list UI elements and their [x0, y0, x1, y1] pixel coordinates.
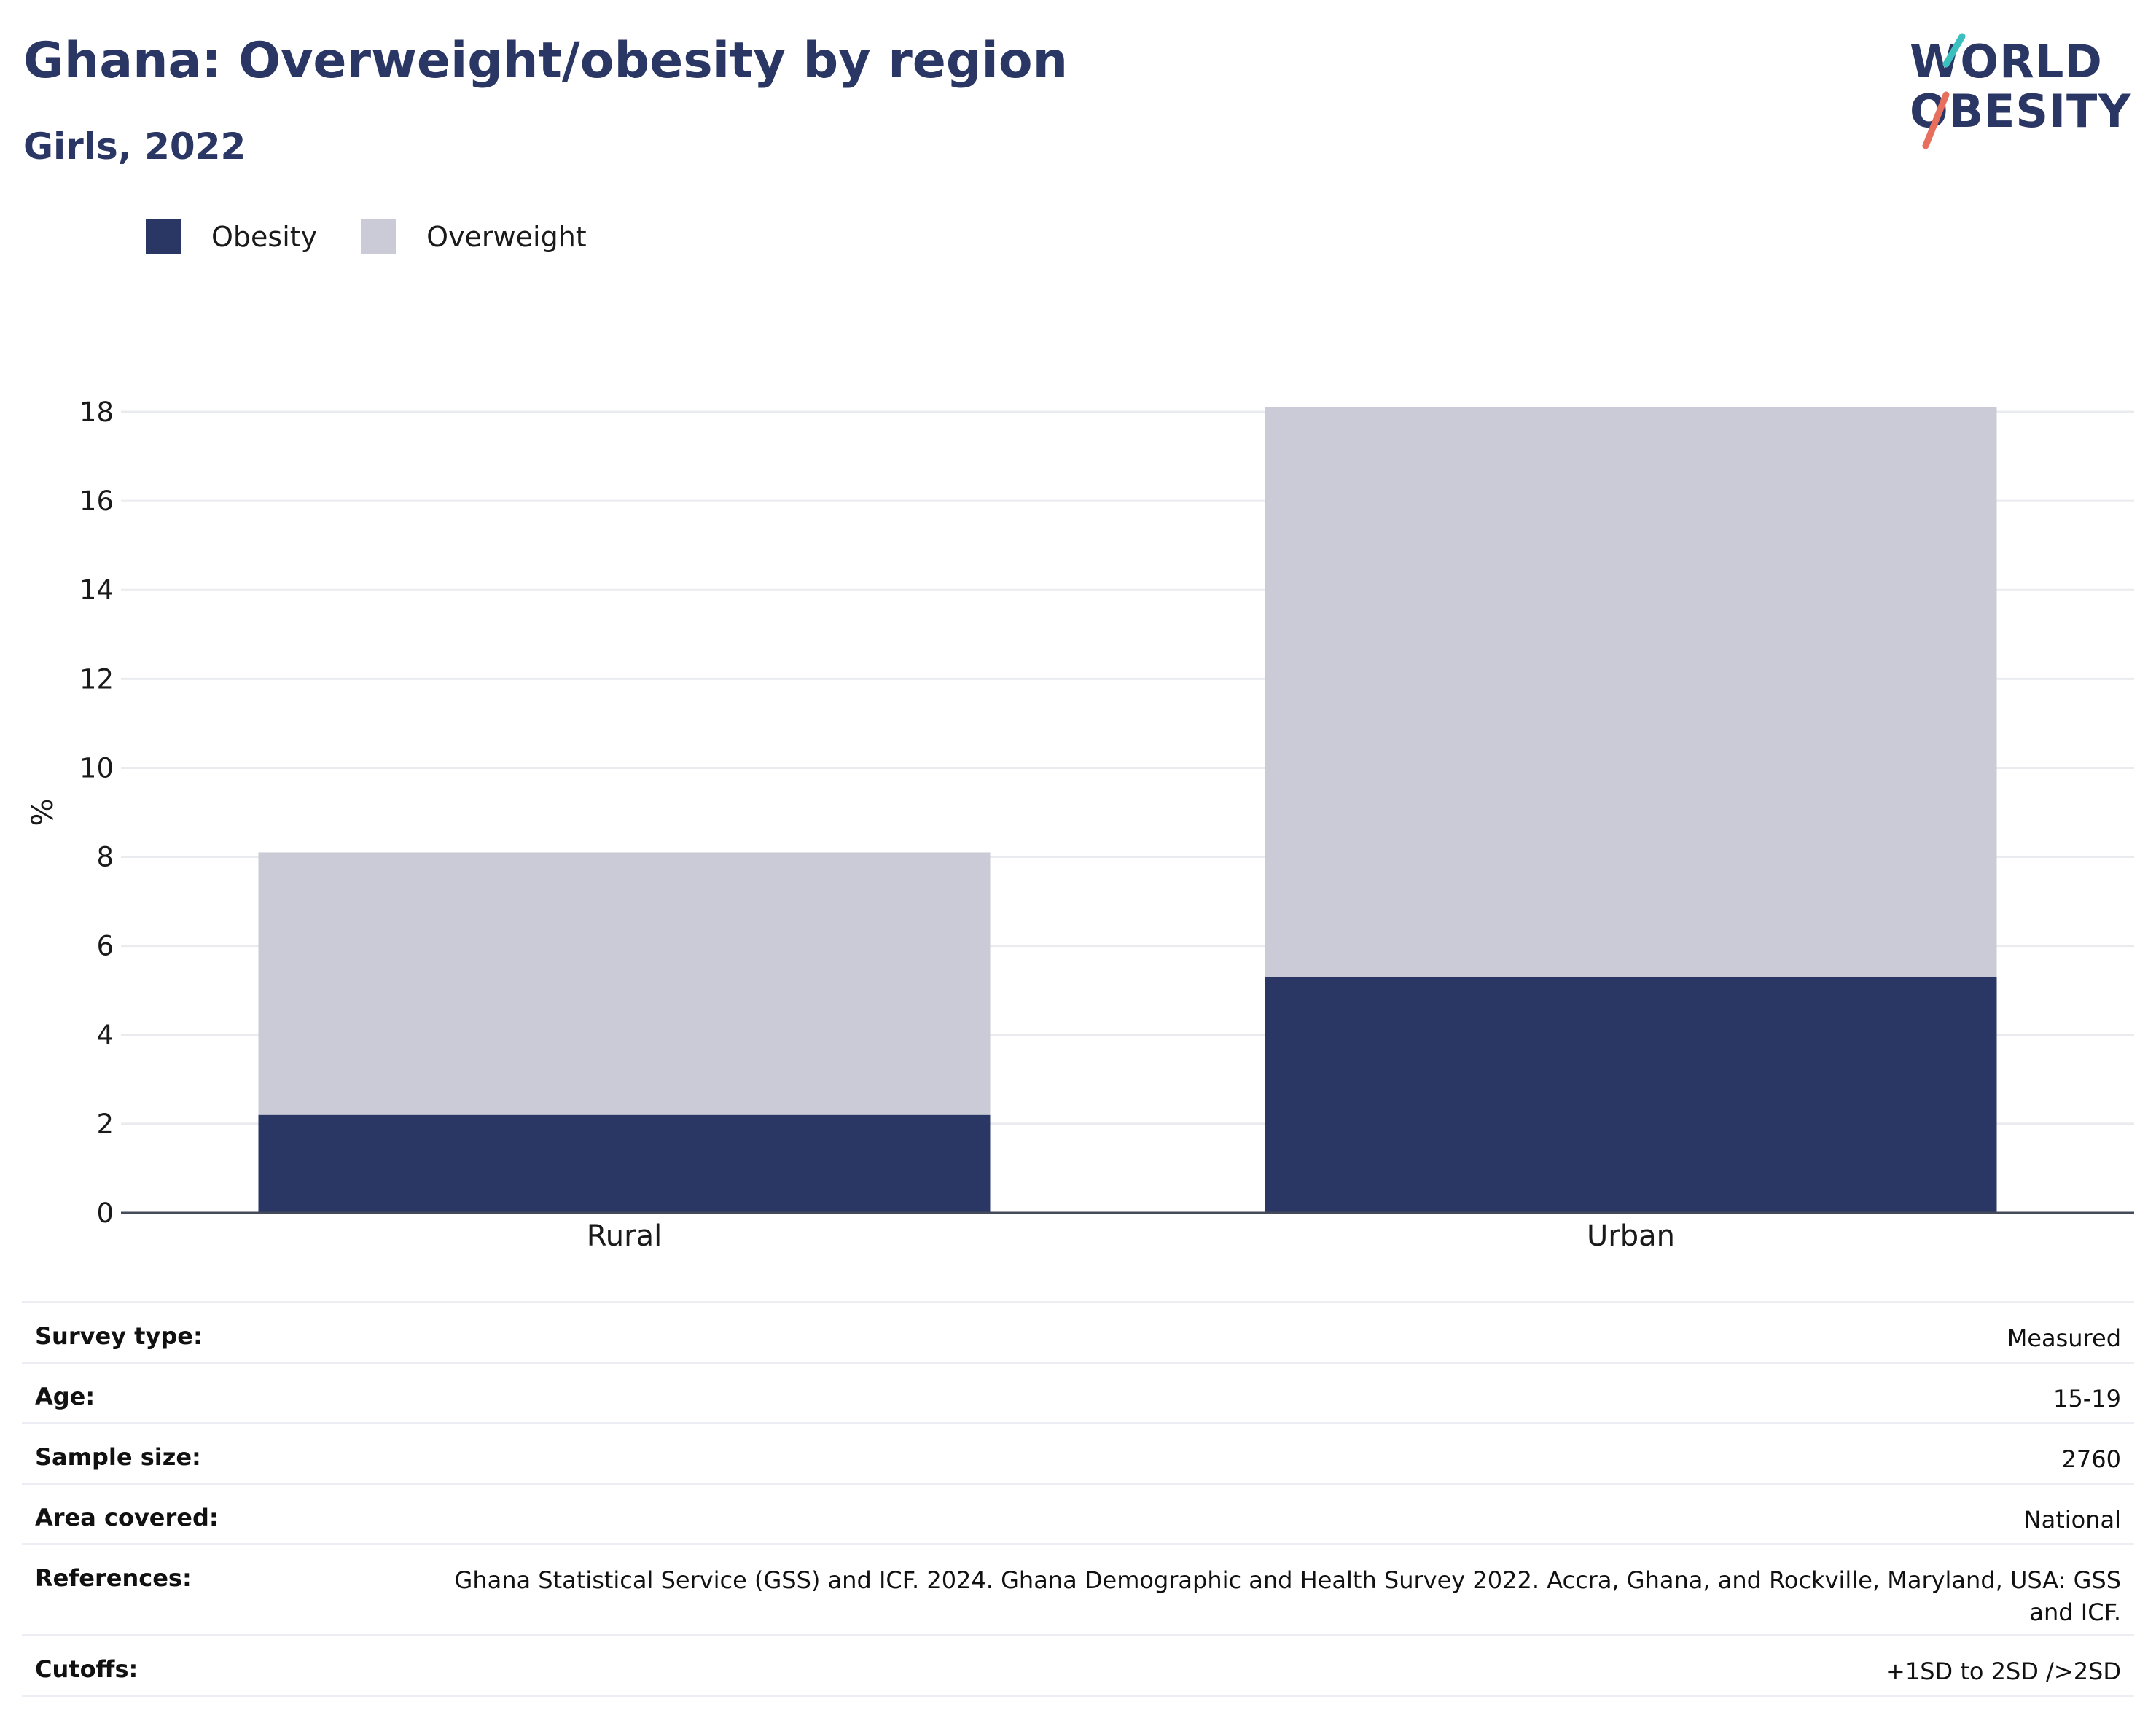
y-tick-label: 14: [79, 574, 114, 606]
y-tick-label: 18: [79, 397, 114, 428]
legend-label-obesity: Obesity: [211, 221, 318, 253]
legend-item-obesity[interactable]: Obesity: [146, 219, 317, 254]
y-tick-label: 10: [79, 752, 114, 784]
info-value: Ghana Statistical Service (GSS) and ICF.…: [454, 1566, 2121, 1626]
survey-info-table: Survey type: Measured Age: 15-19 Sample size…: [22, 1301, 2134, 1697]
bar-urban-obesity[interactable]: [1265, 977, 1997, 1213]
bar-urban-overweight[interactable]: [1265, 407, 1997, 977]
y-tick-label: 8: [96, 842, 114, 873]
bars: [258, 407, 1997, 1213]
info-label: Cutoffs:: [35, 1655, 138, 1683]
y-axis-ticks: 0 2 4 6 8 10 12 14 16 18: [79, 397, 114, 1229]
info-label: Sample size:: [35, 1443, 201, 1471]
y-tick-label: 2: [96, 1109, 114, 1140]
legend-label-overweight: Overweight: [426, 221, 587, 253]
bar-chart: 0 2 4 6 8 10 12 14 16 18 Rural Urban %: [26, 397, 2134, 1253]
y-axis-title: %: [26, 798, 60, 826]
bar-rural-overweight[interactable]: [258, 852, 991, 1115]
info-row: Sample size: 2760: [22, 1424, 2134, 1485]
info-row: Age: 15-19: [22, 1364, 2134, 1424]
legend-swatch-overweight: [361, 219, 397, 254]
info-row: References: Ghana Statistical Service (GS…: [22, 1545, 2134, 1636]
y-tick-label: 6: [96, 931, 114, 962]
legend-swatch-obesity: [146, 219, 181, 254]
chart-legend: Obesity Overweight: [146, 219, 630, 255]
y-tick-label: 12: [79, 663, 114, 695]
y-tick-label: 16: [79, 485, 114, 517]
x-category-label: Rural: [587, 1219, 662, 1253]
chart-title: Ghana: Overweight/obesity by region: [23, 32, 1068, 90]
bar-rural-obesity[interactable]: [258, 1114, 991, 1213]
info-label: References:: [35, 1564, 192, 1592]
logo-slash-icon: [1922, 33, 1966, 149]
info-label: Survey type:: [35, 1322, 203, 1350]
x-category-label: Urban: [1587, 1219, 1675, 1253]
chart-subtitle: Girls, 2022: [23, 125, 246, 168]
info-row: Survey type: Measured: [22, 1303, 2134, 1364]
info-value: Measured: [2007, 1324, 2121, 1352]
info-row: Cutoffs: +1SD to 2SD />2SD: [22, 1636, 2134, 1697]
legend-item-overweight[interactable]: Overweight: [361, 219, 587, 254]
info-value: +1SD to 2SD />2SD: [1886, 1657, 2121, 1685]
info-row: Area covered: National: [22, 1485, 2134, 1545]
world-obesity-logo: WORLD OBESITY: [1895, 22, 2136, 153]
logo-text-line-1: WORLD: [1910, 35, 2103, 88]
info-value: 2760: [2061, 1445, 2121, 1473]
y-tick-label: 4: [96, 1020, 114, 1051]
x-axis-categories: Rural Urban: [587, 1219, 1675, 1253]
info-value: 15-19: [2053, 1385, 2121, 1413]
info-label: Area covered:: [35, 1504, 219, 1531]
info-label: Age:: [35, 1383, 95, 1410]
y-tick-label: 0: [96, 1198, 114, 1229]
info-value: National: [2023, 1506, 2121, 1534]
